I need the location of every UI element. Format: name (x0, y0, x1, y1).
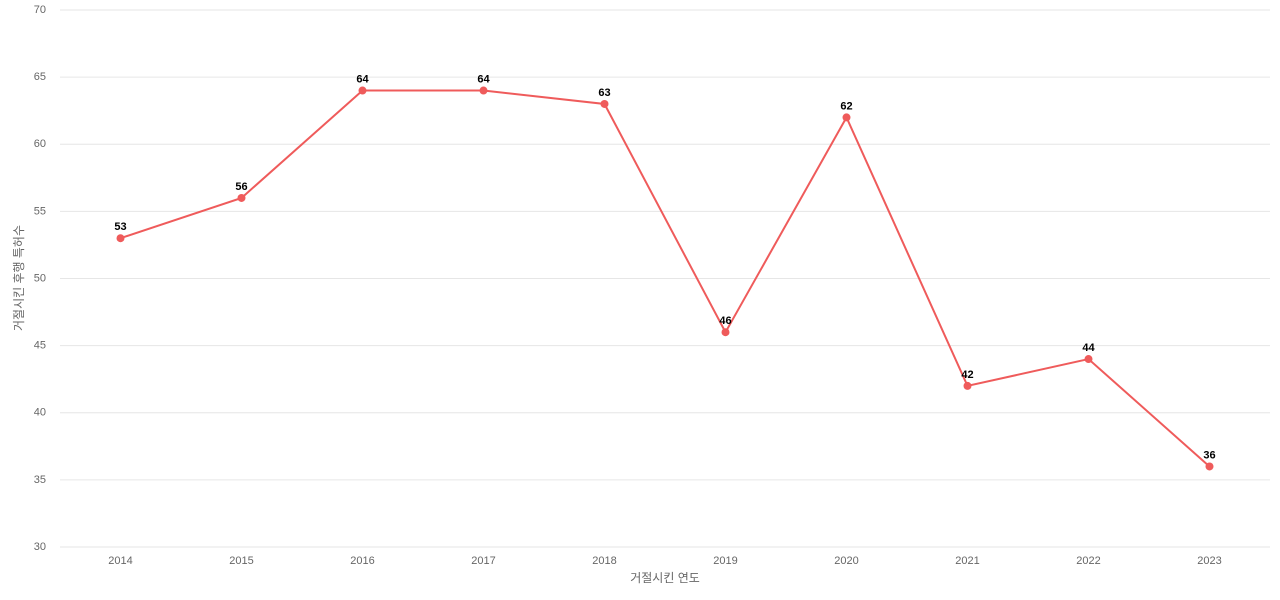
point (600, 99, 609, 108)
x-tick-label: 2015 (229, 555, 253, 567)
point (479, 86, 488, 95)
point (358, 86, 367, 95)
y-tick-label: 30 (34, 541, 46, 553)
x-tick-label: 2016 (350, 555, 374, 567)
point (1084, 355, 1093, 364)
x-tick-label: 2017 (471, 555, 495, 567)
data-label: 64 (356, 73, 369, 85)
data-label: 53 (114, 221, 126, 233)
point (237, 193, 246, 202)
data-label: 62 (840, 100, 852, 112)
y-tick-label: 65 (34, 71, 46, 83)
x-tick-label: 2018 (592, 555, 616, 567)
y-tick-label: 35 (34, 474, 46, 486)
y-axis-label: 거절시킨 후행 특허수 (11, 225, 26, 331)
data-label: 36 (1203, 449, 1215, 461)
data-label: 56 (235, 181, 247, 193)
point (963, 381, 972, 390)
x-tick-label: 2021 (955, 555, 979, 567)
x-tick-label: 2020 (834, 555, 858, 567)
data-label: 42 (961, 369, 973, 381)
y-tick-label: 55 (34, 205, 46, 217)
y-tick-label: 45 (34, 340, 46, 352)
point (842, 113, 851, 122)
x-tick-label: 2022 (1076, 555, 1100, 567)
point (1205, 462, 1214, 471)
data-label: 46 (719, 315, 731, 327)
data-label: 64 (477, 73, 490, 85)
y-tick-label: 60 (34, 138, 46, 150)
x-axis-label: 거절시킨 연도 (630, 571, 700, 585)
point (721, 328, 730, 337)
x-tick-label: 2014 (108, 555, 132, 567)
point (116, 234, 125, 243)
line (120, 89, 1211, 468)
x-tick-label: 2019 (713, 555, 737, 567)
y-tick-label: 50 (34, 272, 46, 284)
data-label: 44 (1082, 342, 1095, 354)
y-tick-label: 70 (34, 4, 46, 16)
x-tick-label: 2023 (1197, 555, 1221, 567)
y-tick-label: 40 (34, 407, 46, 419)
data-label: 63 (598, 87, 610, 99)
